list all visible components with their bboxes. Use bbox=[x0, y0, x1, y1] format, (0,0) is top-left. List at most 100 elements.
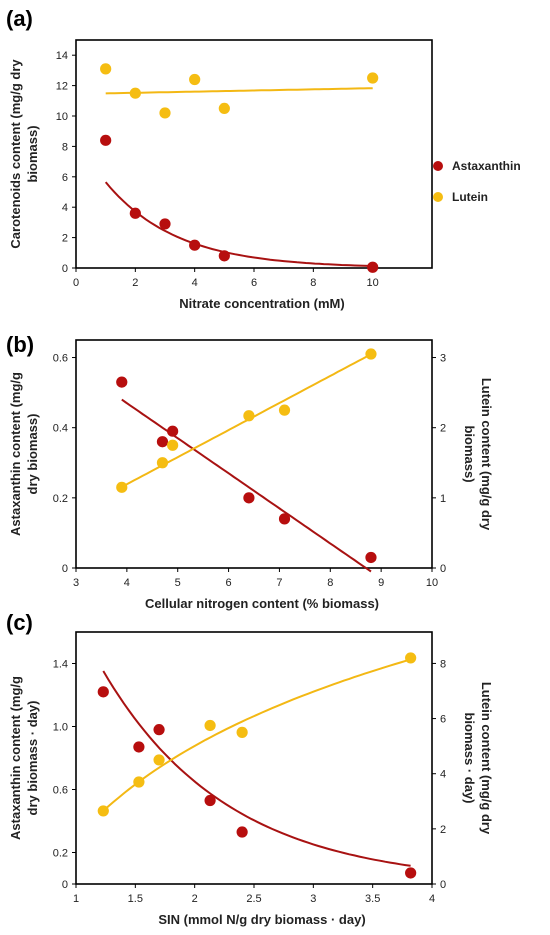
x-tick-label: 6 bbox=[226, 577, 232, 589]
y-tick-label: 0.6 bbox=[53, 353, 68, 365]
legend-label-astaxanthin: Astaxanthin bbox=[452, 159, 521, 173]
y-tick-label: 4 bbox=[62, 202, 68, 214]
trend-line-lutein bbox=[105, 87, 373, 95]
data-point-lutein bbox=[405, 652, 417, 664]
x-tick-label: 2.5 bbox=[246, 893, 261, 905]
y-tick-label: 12 bbox=[56, 81, 68, 93]
x-tick-label: 3 bbox=[73, 577, 79, 589]
y-right-tick-label: 2 bbox=[440, 423, 446, 435]
y-right-axis-label-line: Lutein content (mg/g dry bbox=[479, 378, 494, 531]
y-axis-label: Carotenoids content (mg/g dry biomass) bbox=[8, 59, 40, 249]
legend-label-lutein: Lutein bbox=[452, 190, 488, 204]
legend: Astaxanthin Lutein bbox=[433, 159, 521, 204]
y-tick-label: 2 bbox=[62, 233, 68, 245]
data-point-astaxanthin bbox=[365, 551, 377, 564]
data-point-astaxanthin bbox=[278, 513, 291, 525]
x-axis-label: SIN (mmol N/g dry biomass · day) bbox=[158, 912, 365, 927]
legend-marker-astaxanthin bbox=[433, 161, 443, 171]
data-point-lutein bbox=[367, 72, 379, 84]
trend-line-astaxanthin bbox=[104, 181, 373, 267]
trend-line-lutein bbox=[102, 658, 411, 812]
y-right-tick-label: 6 bbox=[440, 714, 446, 726]
x-tick-label: 2 bbox=[192, 893, 198, 905]
x-tick-label: 8 bbox=[327, 577, 333, 589]
data-point-lutein bbox=[189, 73, 201, 86]
data-point-lutein bbox=[97, 805, 109, 817]
y-right-axis-label-line: biomass · day) bbox=[462, 712, 477, 803]
trend-line-astaxanthin bbox=[102, 670, 411, 867]
data-point-astaxanthin bbox=[153, 724, 165, 736]
y-axis-label-line: Astaxanthin content (mg/g bbox=[8, 372, 23, 536]
data-point-astaxanthin bbox=[97, 686, 109, 698]
y-right-tick-label: 0 bbox=[440, 563, 446, 575]
y-axis-label-line: Carotenoids content (mg/g dry bbox=[8, 59, 23, 249]
data-point-lutein bbox=[100, 63, 112, 75]
y-tick-label: 1.4 bbox=[53, 659, 68, 671]
y-tick-label: 1.0 bbox=[53, 722, 68, 734]
x-tick-label: 8 bbox=[310, 277, 316, 289]
x-tick-label: 10 bbox=[426, 577, 438, 589]
y-axis-label: Astaxanthin content (mg/g dry biomass · d… bbox=[8, 676, 40, 840]
x-tick-label: 4 bbox=[429, 893, 435, 905]
data-point-lutein bbox=[278, 404, 291, 416]
data-point-lutein bbox=[365, 348, 377, 360]
x-tick-label: 4 bbox=[124, 577, 130, 589]
data-point-astaxanthin bbox=[133, 741, 145, 753]
data-point-lutein bbox=[167, 439, 179, 451]
y-right-axis-label-line: Lutein content (mg/g dry bbox=[479, 682, 494, 835]
y-tick-label: 0.2 bbox=[53, 848, 68, 860]
series-astaxanthin bbox=[116, 376, 377, 573]
data-point-lutein bbox=[156, 457, 169, 469]
data-point-lutein bbox=[236, 726, 248, 738]
y-right-axis-label: Lutein content (mg/g drybiomass · day) bbox=[462, 682, 494, 835]
data-point-astaxanthin bbox=[243, 492, 255, 504]
data-point-lutein bbox=[218, 102, 230, 114]
data-point-lutein bbox=[159, 107, 171, 119]
y-tick-label: 0.2 bbox=[53, 493, 68, 505]
y-right-tick-label: 8 bbox=[440, 658, 446, 670]
panel-a-label: (a) bbox=[6, 6, 33, 31]
y-right-tick-label: 4 bbox=[440, 769, 446, 781]
x-tick-label: 3.5 bbox=[365, 893, 380, 905]
x-tick-label: 7 bbox=[276, 577, 282, 589]
trend-line-astaxanthin bbox=[121, 398, 372, 573]
series-lutein bbox=[100, 63, 379, 119]
data-point-astaxanthin bbox=[405, 867, 417, 879]
x-axis-label: Cellular nitrogen content (% biomass) bbox=[145, 596, 379, 611]
y-tick-label: 10 bbox=[56, 111, 68, 123]
x-tick-label: 9 bbox=[378, 577, 384, 589]
x-tick-label: 2 bbox=[132, 277, 138, 289]
x-tick-label: 3 bbox=[310, 893, 316, 905]
data-point-astaxanthin bbox=[156, 436, 169, 448]
y-tick-label: 0.4 bbox=[53, 423, 68, 435]
y-tick-label: 8 bbox=[62, 141, 68, 153]
data-point-astaxanthin bbox=[116, 376, 128, 388]
data-point-astaxanthin bbox=[189, 239, 201, 251]
series-astaxanthin bbox=[97, 670, 417, 879]
y-axis-label: Astaxanthin content (mg/g dry biomass) bbox=[8, 372, 40, 536]
y-tick-label: 0 bbox=[62, 563, 68, 575]
x-tick-label: 4 bbox=[192, 277, 198, 289]
data-point-astaxanthin bbox=[159, 218, 171, 230]
plot-frame bbox=[75, 339, 433, 569]
y-tick-label: 14 bbox=[56, 50, 68, 62]
y-axis-label-line: dry biomass) bbox=[25, 414, 40, 495]
panel-a: (a) 0 2 4 6 8 10 0 2 4 6 8 10 12 14 Nitrate concentrati… bbox=[6, 6, 433, 311]
series-lutein bbox=[116, 348, 377, 493]
legend-marker-lutein bbox=[433, 192, 443, 202]
y-right-axis-label: Lutein content (mg/g drybiomass) bbox=[462, 378, 494, 531]
y-axis-label-line: dry biomass · day) bbox=[25, 701, 40, 816]
data-point-lutein bbox=[204, 719, 216, 732]
y-axis-label-line: biomass) bbox=[25, 125, 40, 182]
data-point-astaxanthin bbox=[204, 794, 216, 807]
data-point-lutein bbox=[243, 410, 255, 422]
data-point-astaxanthin bbox=[129, 207, 141, 219]
x-axis-label: Nitrate concentration (mM) bbox=[179, 296, 344, 311]
data-point-lutein bbox=[129, 87, 141, 99]
x-tick-label: 5 bbox=[175, 577, 181, 589]
y-right-tick-label: 1 bbox=[440, 493, 446, 505]
y-right-tick-label: 2 bbox=[440, 824, 446, 836]
